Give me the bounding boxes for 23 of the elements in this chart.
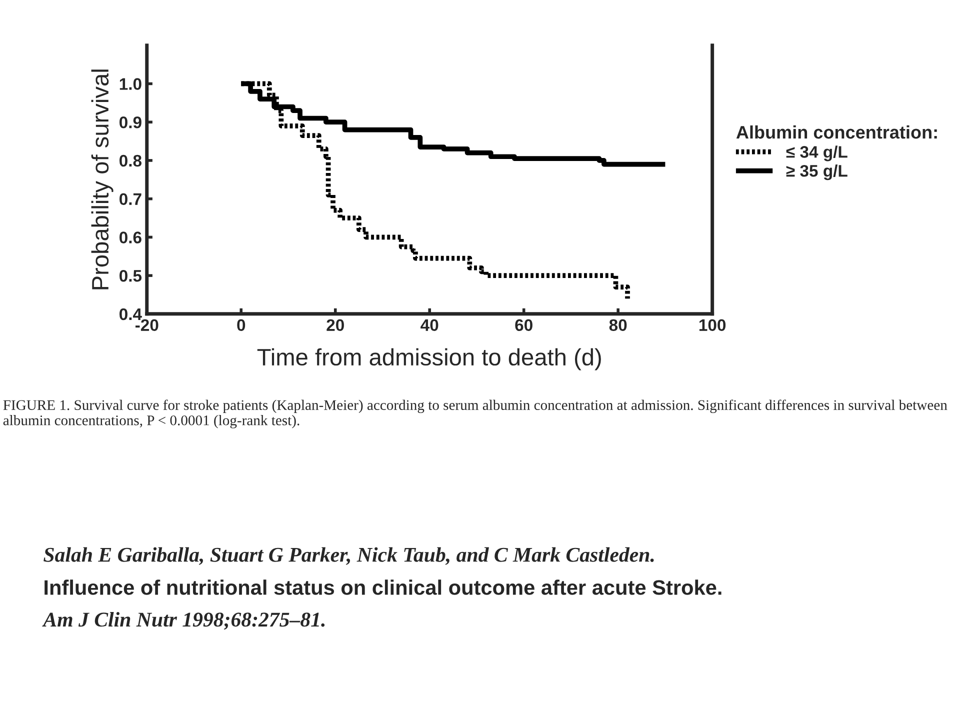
y-tick-label: 0.5	[120, 270, 142, 282]
x-tick-label: 0	[237, 319, 246, 332]
y-tick-label: 0.9	[120, 116, 142, 128]
text: Am J Clin Nutr 1998;68:275–81.	[42, 612, 325, 630]
x-axis-title: Time from admission to death (d)	[257, 348, 601, 370]
x-tick-label: 60	[515, 319, 532, 332]
y-axis-title: Probability of survival	[91, 70, 114, 290]
x-tick-label: 80	[609, 319, 627, 332]
x-tick-label: 100	[699, 319, 726, 332]
caption: FIGURE 1. Survival curve for stroke patients (Kaplan-Meier) according to serum albumin concentration at admission. Significant differences in survival between albumin concentrations, P < 0.0001 (log-rank test).	[3, 400, 948, 428]
text: Influence of nutritional status on clinical outcome after acute Stroke.	[44, 580, 722, 595]
x-tick-label: 20	[326, 319, 344, 332]
legend-label: ≤ 34 g/L	[786, 146, 848, 162]
y-tick-label: 0.6	[120, 232, 142, 244]
text: Salah E Gariballa, Stuart G Parker, Nick Taub, and C Mark Castleden.	[44, 547, 654, 565]
y-tick-label: 0.8	[120, 154, 142, 167]
y-tick-label: 0.7	[120, 193, 142, 206]
x-tick-label: 40	[420, 319, 438, 332]
y-tick-label: 1.0	[120, 78, 142, 90]
y-tick-label: 0.4	[120, 308, 142, 320]
x-tick-label: -20	[135, 319, 158, 332]
legend-title: Albumin concentration:	[736, 125, 937, 139]
legend-label: ≥ 35 g/L	[786, 164, 848, 180]
